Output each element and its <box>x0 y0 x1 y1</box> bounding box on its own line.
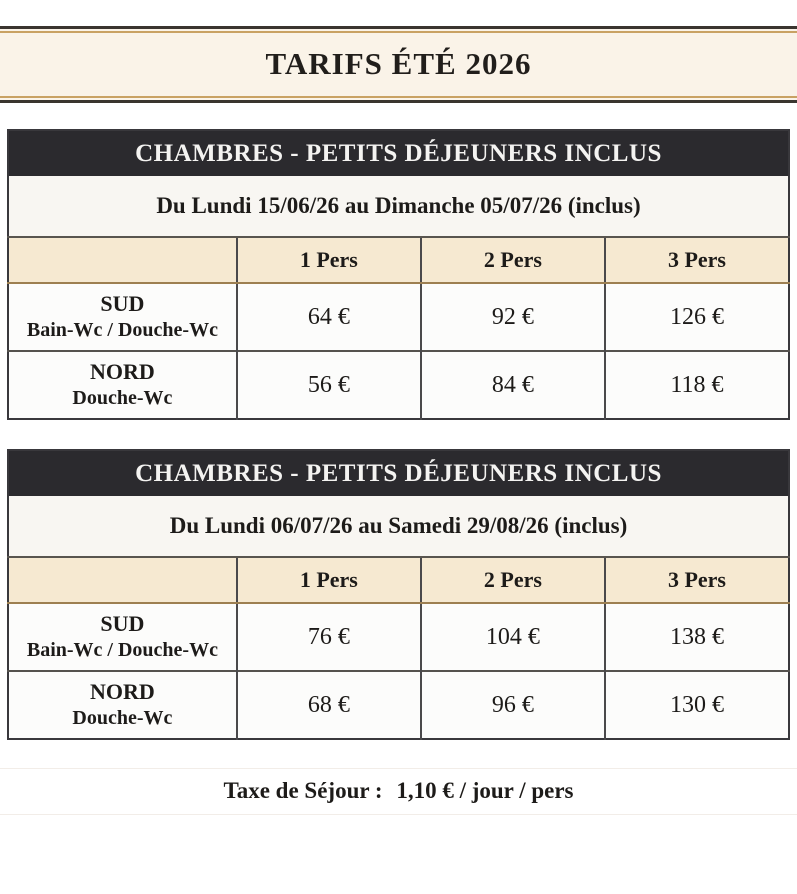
table-row: SUD Bain-Wc / Douche-Wc 76 € 104 € 138 € <box>8 603 789 671</box>
price-cell: 96 € <box>419 670 605 739</box>
room-subtitle: Bain-Wc / Douche-Wc <box>26 638 218 661</box>
table-1-corner-cell <box>8 236 237 284</box>
price-cell: 76 € <box>235 603 421 671</box>
price-cell: 130 € <box>603 670 789 739</box>
tax-label: Taxe de Séjour : <box>223 778 383 803</box>
rate-table-section-2: CHAMBRES - PETITS DÉJEUNERS INCLUS Du Lu… <box>0 449 797 740</box>
table-1-col-header-2pers: 2 Pers <box>419 236 605 284</box>
tax-value: 1,10 € <box>396 778 454 803</box>
table-row: NORD Douche-Wc 68 € 96 € 130 € <box>8 670 789 739</box>
table-2-header: CHAMBRES - PETITS DÉJEUNERS INCLUS <box>8 450 789 496</box>
room-name: SUD <box>100 291 145 317</box>
table-2-col-header-3pers: 3 Pers <box>603 556 789 604</box>
table-1-col-header-1pers: 1 Pers <box>235 236 421 284</box>
tax-suffix: / jour / pers <box>459 778 574 803</box>
price-cell: 84 € <box>419 350 605 419</box>
room-name: SUD <box>100 611 145 637</box>
title-banner-inner: TARIFS ÉTÉ 2026 <box>0 31 797 98</box>
rate-table-2: CHAMBRES - PETITS DÉJEUNERS INCLUS Du Lu… <box>7 449 790 740</box>
rate-table-section-1: CHAMBRES - PETITS DÉJEUNERS INCLUS Du Lu… <box>0 129 797 420</box>
rate-table-1: CHAMBRES - PETITS DÉJEUNERS INCLUS Du Lu… <box>7 129 790 420</box>
price-cell: 104 € <box>419 603 605 671</box>
table-1-period: Du Lundi 15/06/26 au Dimanche 05/07/26 (… <box>8 176 789 237</box>
price-cell: 118 € <box>603 350 789 419</box>
price-cell: 56 € <box>235 350 421 419</box>
room-subtitle: Bain-Wc / Douche-Wc <box>26 318 218 341</box>
room-name: NORD <box>90 359 155 385</box>
room-subtitle: Douche-Wc <box>72 386 173 409</box>
table-2-period: Du Lundi 06/07/26 au Samedi 29/08/26 (in… <box>8 496 789 557</box>
price-cell: 138 € <box>603 603 789 671</box>
table-1-col-header-3pers: 3 Pers <box>603 236 789 284</box>
table-2-col-header-1pers: 1 Pers <box>235 556 421 604</box>
table-row: NORD Douche-Wc 56 € 84 € 118 € <box>8 350 789 419</box>
room-name: NORD <box>90 679 155 705</box>
price-cell: 92 € <box>419 283 605 351</box>
room-subtitle: Douche-Wc <box>72 706 173 729</box>
price-cell: 64 € <box>235 283 421 351</box>
tourist-tax-line: Taxe de Séjour : 1,10 € / jour / pers <box>0 768 797 815</box>
room-label-cell: NORD Douche-Wc <box>8 670 237 739</box>
table-2-corner-cell <box>8 556 237 604</box>
room-label-cell: SUD Bain-Wc / Douche-Wc <box>8 603 237 671</box>
table-1-header: CHAMBRES - PETITS DÉJEUNERS INCLUS <box>8 130 789 176</box>
price-cell: 68 € <box>235 670 421 739</box>
table-2-col-header-2pers: 2 Pers <box>419 556 605 604</box>
room-label-cell: NORD Douche-Wc <box>8 350 237 419</box>
price-cell: 126 € <box>603 283 789 351</box>
table-row: SUD Bain-Wc / Douche-Wc 64 € 92 € 126 € <box>8 283 789 351</box>
room-label-cell: SUD Bain-Wc / Douche-Wc <box>8 283 237 351</box>
page-title: TARIFS ÉTÉ 2026 <box>265 46 532 81</box>
title-banner: TARIFS ÉTÉ 2026 <box>0 26 797 103</box>
